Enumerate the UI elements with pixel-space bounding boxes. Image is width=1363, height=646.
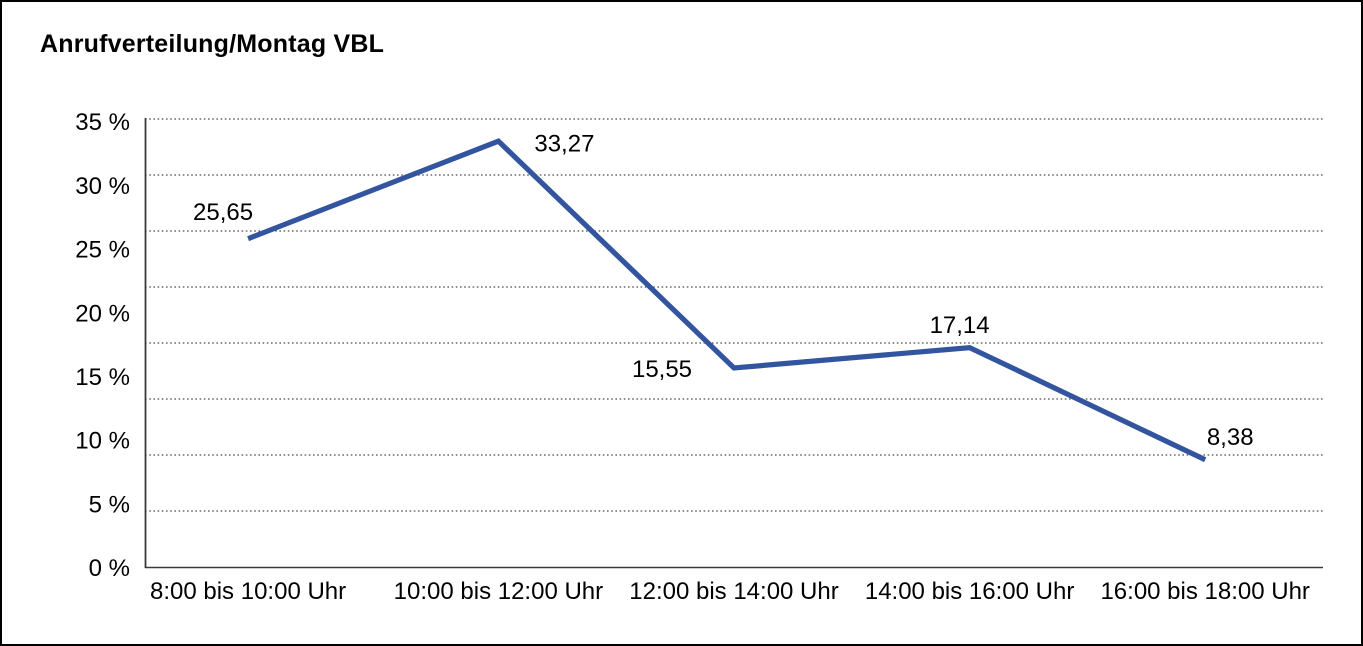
chart-title: Anrufverteilung/Montag VBL bbox=[40, 30, 385, 58]
y-tick-label: 20 % bbox=[75, 300, 130, 327]
y-tick-label: 5 % bbox=[89, 491, 130, 518]
y-tick-label: 25 % bbox=[75, 237, 130, 264]
x-tick-label: 8:00 bis 10:00 Uhr bbox=[150, 578, 346, 605]
x-tick-label: 12:00 bis 14:00 Uhr bbox=[629, 578, 838, 605]
data-point-label: 25,65 bbox=[193, 199, 253, 226]
y-tick-label: 10 % bbox=[75, 428, 130, 455]
y-tick-label: 35 % bbox=[75, 109, 130, 136]
data-point-label: 17,14 bbox=[930, 312, 990, 339]
data-line bbox=[247, 138, 1207, 463]
data-point-label: 15,55 bbox=[632, 356, 692, 383]
y-tick-label: 15 % bbox=[75, 364, 130, 391]
y-tick-label: 0 % bbox=[89, 555, 130, 582]
y-tick-label: 30 % bbox=[75, 173, 130, 200]
x-tick-label: 14:00 bis 16:00 Uhr bbox=[865, 578, 1074, 605]
x-tick-label: 16:00 bis 18:00 Uhr bbox=[1100, 578, 1309, 605]
x-tick-label: 10:00 bis 12:00 Uhr bbox=[394, 578, 603, 605]
data-point-label: 33,27 bbox=[534, 130, 594, 157]
data-point-label: 8,38 bbox=[1207, 424, 1254, 451]
